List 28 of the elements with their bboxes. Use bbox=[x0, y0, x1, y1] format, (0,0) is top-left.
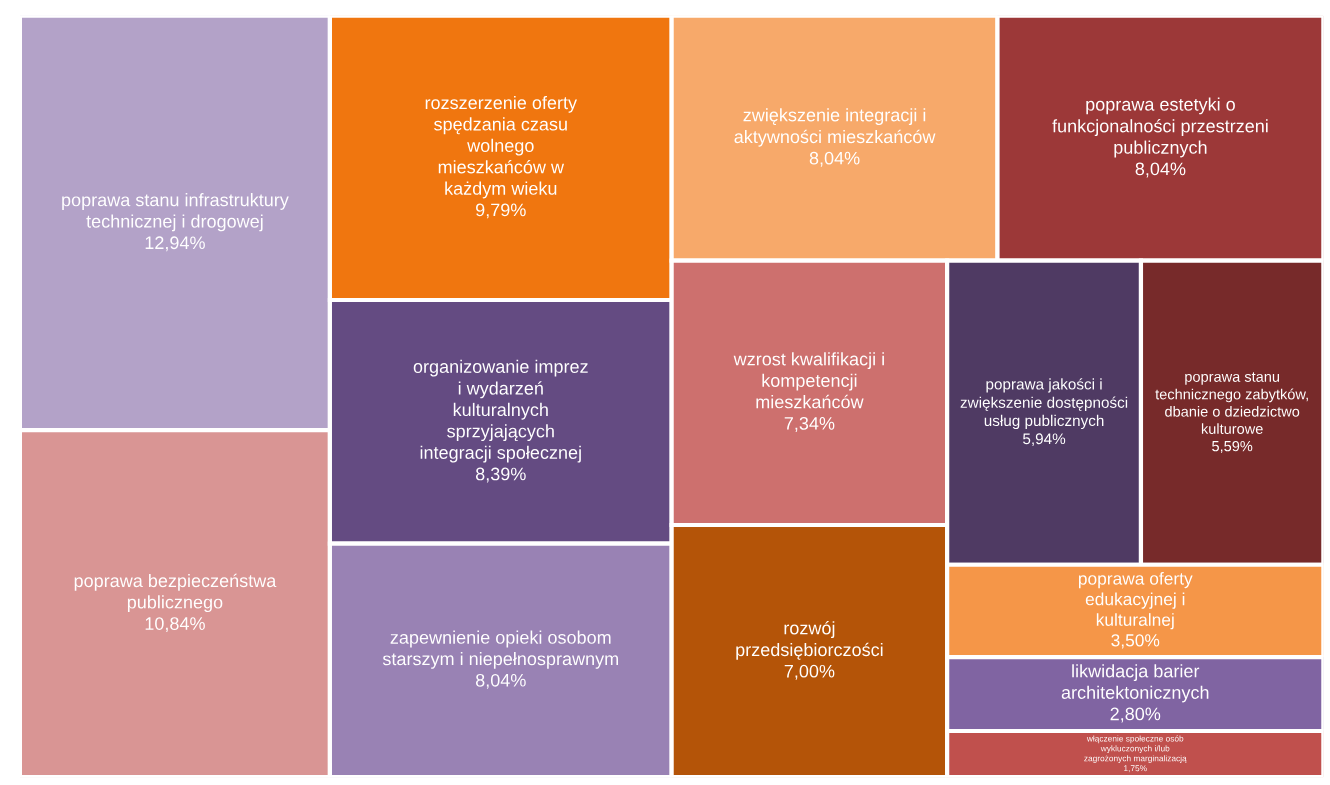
data-label: 9,79% bbox=[476, 203, 526, 219]
category-label: likwidacja barier architektonicznych bbox=[1061, 664, 1209, 703]
data-label: 1,75% bbox=[1124, 765, 1147, 773]
data-label: 8,39% bbox=[475, 467, 526, 483]
category-label: rozszerzenie oferty spędzania czasu wolnego mieszkańców w każdym wieku bbox=[425, 95, 578, 199]
data-label: 3,50% bbox=[1111, 634, 1160, 649]
category-label: poprawa estetyki o funkcjonalności przestrzeni publicznych bbox=[1052, 97, 1268, 158]
data-label: 8,04% bbox=[1135, 162, 1186, 178]
data-label: 10,84% bbox=[145, 617, 205, 633]
category-label: poprawa jakości i zwiększenie dostępności usług publicznych bbox=[960, 378, 1128, 430]
category-label: poprawa oferty edukacyjnej i kulturalnej bbox=[1078, 571, 1193, 630]
data-label: 5,94% bbox=[1023, 433, 1066, 446]
data-label: 2,80% bbox=[1110, 707, 1161, 723]
category-label: poprawa stanu technicznego zabytków, dbanie o dziedzictwo kulturowe bbox=[1155, 372, 1308, 434]
category-label: wzrost kwalifikacji i kompetencji mieszkańców bbox=[733, 352, 884, 409]
category-label: włączenie społeczne osób wykluczonych i/lub zagrożonych marginalizacją bbox=[1084, 735, 1187, 763]
data-label: 7,00% bbox=[784, 664, 835, 680]
data-label: 12,94% bbox=[145, 236, 205, 252]
category-label: zwiększenie integracji i aktywności mieszkańców bbox=[734, 108, 936, 147]
category-label: poprawa bezpieczeństwa publicznego bbox=[74, 573, 277, 613]
data-label: 8,04% bbox=[475, 673, 526, 689]
category-label: poprawa stanu infrastruktury technicznej i drogowej bbox=[62, 193, 289, 232]
data-label: 8,04% bbox=[809, 151, 860, 167]
data-label: 5,59% bbox=[1212, 440, 1253, 454]
data-label: 7,34% bbox=[784, 416, 835, 432]
category-label: zapewnienie opieki osobom starszym i niepełnosprawnym bbox=[382, 630, 618, 669]
category-label: rozwój przedsiębiorczości bbox=[736, 620, 883, 660]
category-label: organizowanie imprez i wydarzeń kulturalnych sprzyjających integracji społecznej bbox=[413, 359, 588, 463]
